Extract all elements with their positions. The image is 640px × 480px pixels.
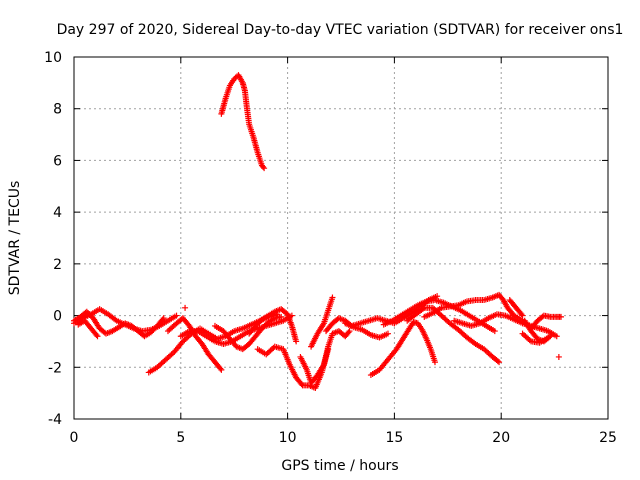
data-point: [545, 334, 552, 341]
data-point: [431, 359, 438, 366]
data-point: [260, 163, 267, 170]
data-point: [261, 165, 268, 172]
y-tick-label: 10: [44, 50, 62, 66]
chart-title: Day 297 of 2020, Sidereal Day-to-day VTE…: [57, 22, 624, 38]
data-point: [298, 381, 305, 388]
y-tick-label: 0: [53, 309, 62, 325]
data-point: [346, 328, 353, 335]
y-tick-label: -4: [48, 412, 62, 428]
data-point: [278, 313, 285, 320]
x-tick-label: 10: [279, 430, 297, 446]
x-tick-label: 5: [176, 430, 185, 446]
gridlines: [74, 57, 608, 419]
data-point: [555, 353, 562, 360]
data-point: [345, 329, 352, 336]
data-point: [94, 333, 101, 340]
data-point: [384, 330, 391, 337]
data-point: [494, 358, 501, 365]
axis-ticks: 0 5 10 15 20 25 -4 -2 0 2 4 6 8 10: [44, 50, 617, 446]
x-tick-label: 20: [492, 430, 510, 446]
y-tick-label: 2: [53, 257, 62, 273]
data-point: [329, 294, 336, 301]
x-tick-label: 25: [599, 430, 617, 446]
x-axis-label: GPS time / hours: [281, 458, 398, 474]
x-tick-label: 0: [70, 430, 79, 446]
data-point: [218, 366, 225, 373]
data-points: [71, 72, 565, 391]
y-tick-label: -2: [48, 360, 62, 376]
data-point: [293, 338, 300, 345]
y-tick-label: 6: [53, 153, 62, 169]
data-point: [518, 311, 525, 318]
data-point: [93, 331, 100, 338]
data-point: [519, 312, 526, 319]
data-point: [160, 315, 167, 322]
y-tick-label: 4: [53, 205, 62, 221]
y-tick-label: 8: [53, 102, 62, 118]
data-point: [159, 316, 166, 323]
data-point: [182, 304, 189, 311]
data-point: [217, 365, 224, 372]
data-point: [558, 313, 565, 320]
data-point: [496, 359, 503, 366]
data-point: [553, 333, 560, 340]
data-point: [491, 328, 498, 335]
data-point: [173, 312, 180, 319]
y-axis-label: SDTVAR / TECUs: [7, 181, 23, 296]
plot-frame: [73, 56, 609, 420]
x-tick-label: 15: [385, 430, 403, 446]
